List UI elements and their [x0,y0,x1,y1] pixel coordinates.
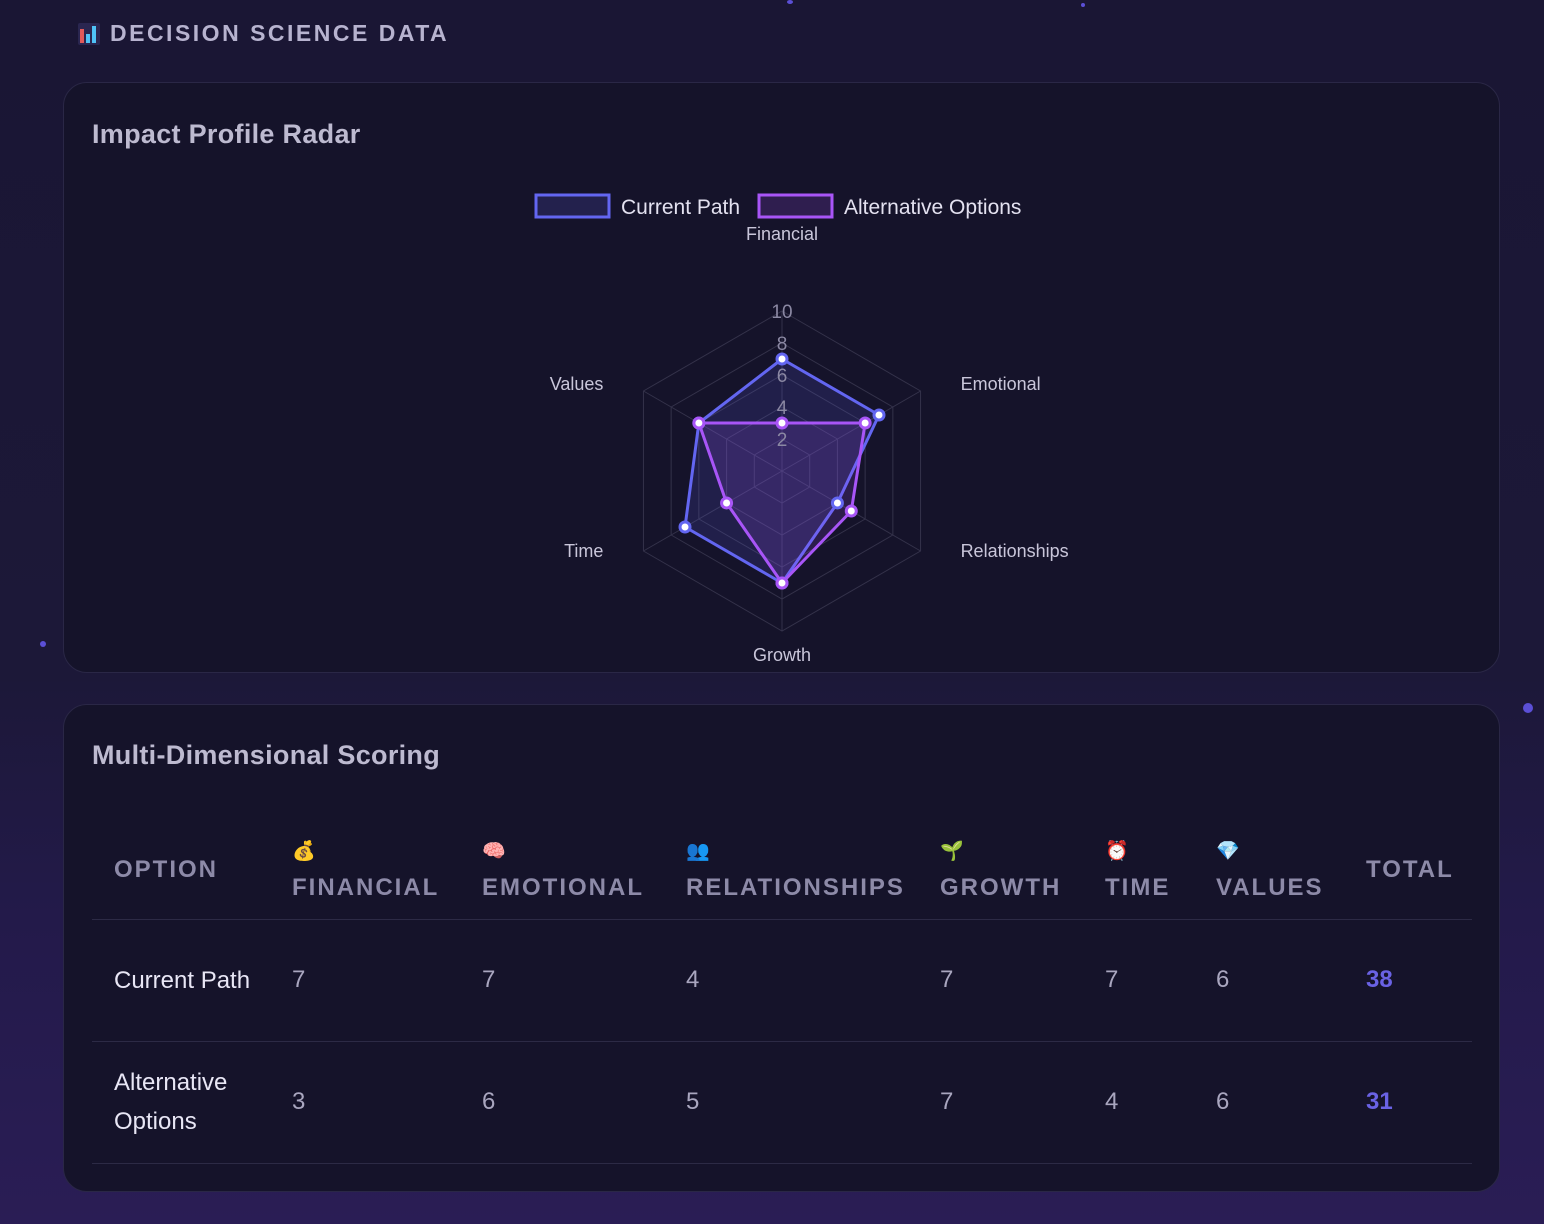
section-title-text: DECISION SCIENCE DATA [110,20,450,46]
score-financial: 7 [270,919,460,1042]
radar-chart: 2 4 6 8 10 Financial Emotional Relationships Gro… [534,193,1069,665]
radar-point [692,416,706,430]
radar-point [720,496,734,510]
radar-spoke [643,470,783,552]
table-row: Alternative Options 3 6 5 7 4 6 31 [92,1041,1472,1164]
score-emotional: 6 [460,1041,664,1164]
radar-point [858,416,872,430]
table-row: Current Path 7 7 4 7 7 6 38 [92,919,1472,1042]
radar-spoke [781,390,921,472]
radar-axis-label: Time [564,541,603,561]
option-name: Current Path [92,919,270,1042]
score-growth: 7 [918,1041,1083,1164]
legend-swatch [534,193,611,219]
people-icon: 👥 [686,840,712,862]
score-time: 7 [1083,919,1194,1042]
brain-icon: 🧠 [482,840,508,862]
score-emotional: 7 [460,919,664,1042]
score-time: 4 [1083,1041,1194,1164]
radar-tick-label: 8 [777,334,788,355]
column-header-total: TOTAL [1344,821,1472,920]
score-relationships: 5 [664,1041,918,1164]
score-values: 6 [1194,1041,1344,1164]
radar-point [844,504,858,518]
score-total: 38 [1344,919,1472,1042]
score-values: 6 [1194,919,1344,1042]
radar-point [775,352,789,366]
score-financial: 3 [270,1041,460,1164]
radar-axis-label: Growth [753,645,811,665]
radar-tick-label: 6 [777,366,788,387]
seedling-icon: 🌱 [940,840,966,862]
scoring-card-title: Multi-Dimensional Scoring [92,740,441,770]
column-header-financial: 💰 FINANCIAL [270,821,460,920]
radar-point [872,408,886,422]
scoring-table: OPTION 💰 FINANCIAL 🧠 EMOTIONAL 👥 RELATIONSH… [92,821,1472,1164]
radar-axis-label: Relationships [961,541,1069,561]
legend-label: Alternative Options [844,196,1021,219]
radar-point [775,416,789,430]
legend-swatch [757,193,834,219]
background-dot [40,641,46,647]
bar-chart-icon [78,22,100,45]
alarm-clock-icon: ⏰ [1105,840,1131,862]
gem-icon: 💎 [1216,840,1242,862]
radar-axis-label: Values [550,374,604,394]
radar-tick-label: 2 [777,430,788,451]
column-header-values: 💎 VALUES [1194,821,1344,920]
column-header-emotional: 🧠 EMOTIONAL [460,821,664,920]
scoring-card: Multi-Dimensional Scoring OPTION 💰 FINANC… [63,704,1500,1192]
radar-axis-label: Financial [746,224,818,244]
column-header-time: ⏰ TIME [1083,821,1194,920]
radar-axis-label: Emotional [961,374,1041,394]
background-dot [1523,703,1533,713]
score-growth: 7 [918,919,1083,1042]
radar-spoke [643,390,783,472]
section-title: DECISION SCIENCE DATA [78,20,449,47]
column-header-option: OPTION [92,821,270,920]
score-relationships: 4 [664,919,918,1042]
radar-card-title: Impact Profile Radar [92,119,361,149]
money-bag-icon: 💰 [292,840,318,862]
legend-label: Current Path [621,196,740,219]
radar-point [678,520,692,534]
background-dot [1081,3,1085,7]
radar-card: Impact Profile Radar 2 4 6 8 10 Financial Emot… [63,82,1500,673]
option-name: Alternative Options [92,1041,270,1164]
radar-tick-label: 4 [777,398,788,419]
radar-point [830,496,844,510]
table-header-row: OPTION 💰 FINANCIAL 🧠 EMOTIONAL 👥 RELATIONSH… [92,821,1472,920]
column-header-relationships: 👥 RELATIONSHIPS [664,821,918,920]
background-dot [787,0,793,4]
radar-point [775,576,789,590]
column-header-growth: 🌱 GROWTH [918,821,1083,920]
score-total: 31 [1344,1041,1472,1164]
radar-tick-label: 10 [771,302,792,323]
